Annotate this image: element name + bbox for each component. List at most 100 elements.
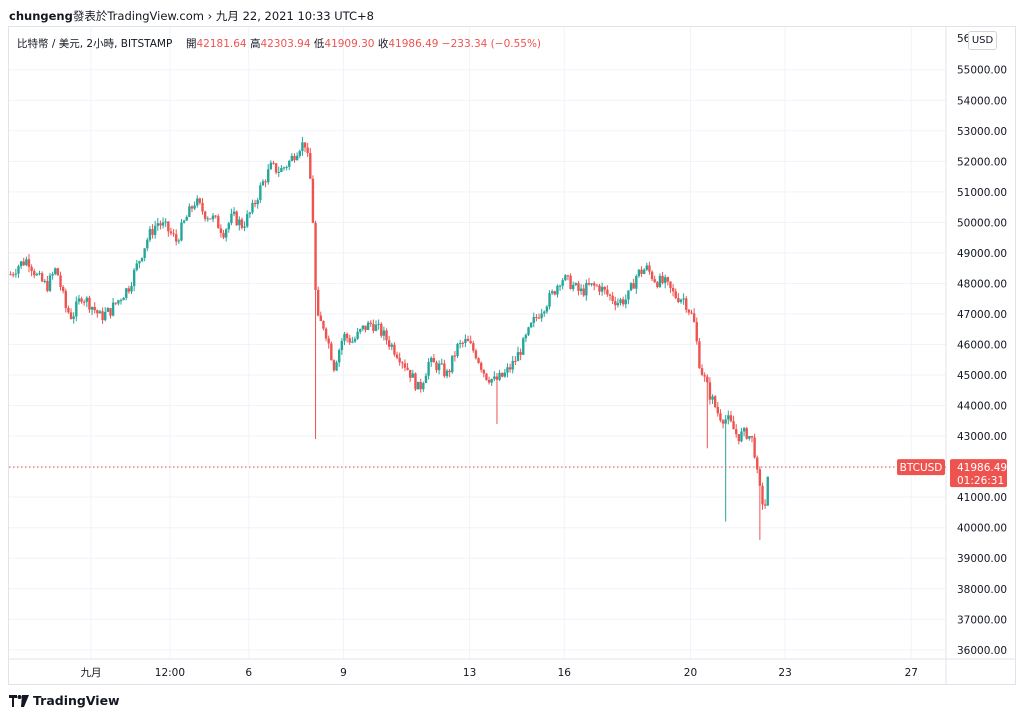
candle-body xyxy=(175,234,178,242)
author-name[interactable]: chungeng xyxy=(9,9,73,23)
candle-body xyxy=(619,299,622,304)
candle-body xyxy=(293,155,296,161)
candle-body xyxy=(267,169,270,183)
candle-body xyxy=(245,214,249,227)
candle-body xyxy=(666,277,670,282)
candle-body xyxy=(111,302,115,316)
y-tick-label: 38000.00 xyxy=(957,584,1007,596)
y-tick-label: 37000.00 xyxy=(957,614,1007,626)
candle-body xyxy=(274,163,278,173)
candle-body xyxy=(314,222,317,290)
candle-body xyxy=(390,344,393,347)
candle-body xyxy=(614,301,617,306)
candle-body xyxy=(306,147,309,153)
candle-body xyxy=(493,376,496,379)
candle-body xyxy=(88,297,91,310)
candle-body xyxy=(608,294,612,296)
candle-body xyxy=(398,357,401,363)
candle-body xyxy=(695,322,698,342)
candle-body xyxy=(330,343,333,361)
candle-body xyxy=(353,338,357,342)
candle-body xyxy=(295,155,299,161)
candle-body xyxy=(193,205,196,209)
candle-body xyxy=(653,279,656,283)
currency-badge[interactable]: USD xyxy=(968,31,997,50)
candle-body xyxy=(119,300,123,302)
y-tick-label: 49000.00 xyxy=(957,248,1007,260)
candle-body xyxy=(345,333,349,339)
candle-body xyxy=(482,369,486,374)
candle-body xyxy=(148,229,152,240)
candle-body xyxy=(298,151,301,156)
candle-body xyxy=(82,301,86,303)
publish-datetime: 九月 22, 2021 10:33 UTC+8 xyxy=(215,9,374,23)
candle-body xyxy=(248,212,252,215)
candle-body xyxy=(43,280,46,282)
candle-body xyxy=(282,167,286,169)
candle-body xyxy=(369,322,372,324)
x-tick-label: 9 xyxy=(340,667,347,679)
y-tick-label: 52000.00 xyxy=(957,156,1007,168)
symbol-tag-bg xyxy=(897,459,945,476)
candle-body xyxy=(692,313,696,323)
candle-body xyxy=(75,301,78,317)
candle-body xyxy=(80,298,83,302)
candle-body xyxy=(548,293,551,307)
candle-body xyxy=(140,257,144,262)
candle-body xyxy=(669,281,672,289)
candle-body xyxy=(61,286,65,292)
candle-body xyxy=(201,202,204,212)
candle-body xyxy=(600,286,604,292)
candle-body xyxy=(635,276,638,289)
candle-body xyxy=(35,274,39,276)
candle-body xyxy=(506,367,509,373)
candle-body xyxy=(324,328,328,339)
candle-body xyxy=(198,198,202,203)
candle-body xyxy=(430,357,433,363)
candle-body xyxy=(456,343,459,357)
tradingview-logo-icon xyxy=(9,694,29,707)
tradingview-logo-text: TradingView xyxy=(33,693,120,708)
candle-body xyxy=(17,266,20,274)
candle-body xyxy=(48,275,52,291)
candle-body xyxy=(464,338,467,344)
candle-body xyxy=(671,288,675,292)
candle-body xyxy=(474,350,478,359)
candle-body xyxy=(553,291,556,295)
tradingview-logo[interactable]: TradingView xyxy=(9,693,120,708)
candle-body xyxy=(309,152,312,179)
bar-countdown: 01:26:31 xyxy=(957,475,1004,487)
candle-body xyxy=(117,300,120,304)
candle-body xyxy=(674,291,677,298)
candle-body xyxy=(25,259,28,266)
candle-body xyxy=(448,370,451,373)
y-tick-label: 41000.00 xyxy=(957,492,1007,504)
y-tick-label: 48000.00 xyxy=(957,278,1007,290)
chart-frame xyxy=(8,26,1016,685)
candle-body xyxy=(624,299,627,305)
candle-body xyxy=(753,437,756,458)
candle-body xyxy=(172,233,175,235)
candle-body xyxy=(422,382,425,390)
candle-body xyxy=(711,396,714,400)
y-tick-label: 40000.00 xyxy=(957,523,1007,535)
candle-body xyxy=(67,307,70,313)
candle-body xyxy=(196,198,199,206)
candle-body xyxy=(529,322,533,328)
candle-body xyxy=(719,413,722,421)
candle-body xyxy=(582,288,585,296)
candle-body xyxy=(214,215,217,217)
candle-body xyxy=(503,372,507,377)
candle-body xyxy=(535,317,538,319)
candle-body xyxy=(382,330,386,336)
candle-body xyxy=(761,485,764,505)
candle-body xyxy=(322,321,325,329)
candle-body xyxy=(348,338,351,343)
candle-body xyxy=(487,379,491,383)
candle-body xyxy=(182,220,186,223)
candle-body xyxy=(522,338,525,355)
candle-body xyxy=(143,248,146,258)
candle-body xyxy=(724,419,727,424)
low-value: 41909.30 xyxy=(324,38,375,50)
